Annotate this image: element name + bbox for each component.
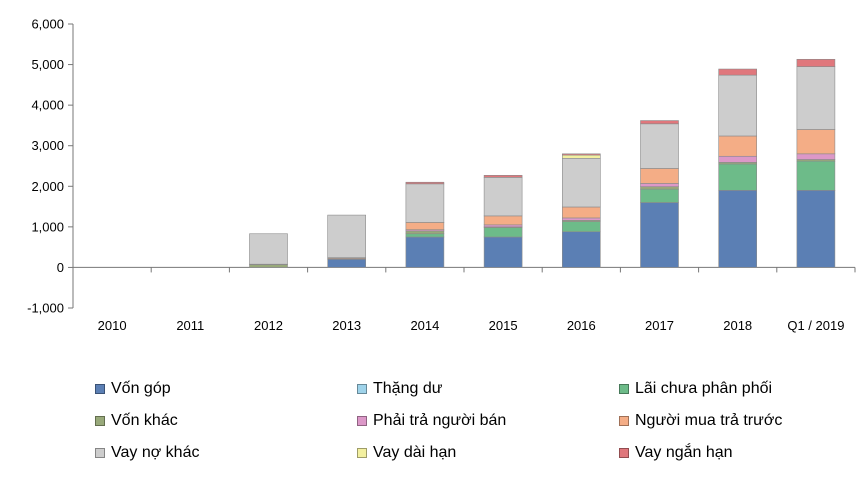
bar-segment (249, 264, 288, 268)
bar-segment (796, 58, 836, 67)
bar-segment (718, 68, 758, 76)
bar-segment (405, 236, 445, 268)
legend: Vốn góp Thặng dư Lãi chưa phân phối Vốn khá… (95, 380, 835, 462)
bar-segment (483, 224, 523, 228)
bar-segment (796, 153, 836, 160)
y-tick-label: 5,000 (31, 57, 64, 72)
bar-segment (483, 227, 523, 238)
x-tick-label: 2018 (723, 318, 752, 333)
y-tick-label: 1,000 (31, 219, 64, 234)
y-tick-label: 3,000 (31, 138, 64, 153)
bar-segment (718, 155, 758, 163)
x-tick-label: 2016 (567, 318, 596, 333)
bar-segment (561, 157, 601, 208)
bar-segment (561, 206, 601, 219)
bar-segment (640, 168, 679, 184)
legend-swatch (357, 384, 367, 394)
legend-swatch (95, 384, 105, 394)
legend-item: Vay nợ khác (95, 444, 357, 462)
legend-item: Phải trả người bán (357, 412, 619, 430)
x-tick-label: 2013 (332, 318, 361, 333)
bar-segment (640, 186, 679, 190)
legend-label: Thặng dư (373, 380, 443, 397)
bar-segment (561, 154, 601, 159)
bar-segment (640, 123, 679, 169)
legend-label: Lãi chưa phân phối (635, 380, 773, 397)
bars (249, 58, 836, 268)
bar-segment (327, 214, 367, 258)
y-tick-label: 4,000 (31, 98, 64, 113)
bar-segment (796, 160, 836, 191)
x-tick-label: 2017 (645, 318, 674, 333)
y-tick-label: 6,000 (31, 17, 64, 32)
bar-segment (483, 236, 523, 268)
bar-segment (640, 188, 679, 203)
legend-label: Vay dài hạn (373, 444, 457, 461)
bar-segment (718, 190, 758, 268)
bar-segment (796, 190, 836, 268)
x-axis: 2010 2011 2012 2013 2014 2015 2016 2017 2018 Q1 /… (73, 266, 856, 333)
bar-segment (640, 202, 679, 268)
bar-segment (640, 120, 679, 125)
bar-segment (327, 259, 367, 268)
legend-label: Vay nợ khác (111, 444, 200, 461)
x-tick-label: 2012 (254, 318, 283, 333)
legend-swatch (619, 448, 629, 458)
bar-segment (561, 153, 601, 156)
legend-label: Vốn khác (111, 412, 178, 429)
x-tick-label: Q1 / 2019 (787, 318, 844, 333)
bar-segment (483, 215, 523, 226)
legend-swatch (619, 416, 629, 426)
bar-segment (405, 230, 445, 235)
bar-segment (561, 217, 601, 221)
bar-segment (561, 231, 601, 268)
bar-segment (405, 222, 445, 230)
bar-segment (796, 129, 836, 155)
legend-label: Người mua trả trước (635, 412, 783, 429)
legend-item: Vay dài hạn (357, 444, 619, 462)
bar-segment (483, 175, 523, 178)
legend-label: Vay ngắn hạn (635, 444, 733, 461)
x-tick-label: 2010 (98, 318, 127, 333)
bar-segment (718, 163, 758, 191)
y-tick-label: -1,000 (27, 301, 64, 316)
y-axis: 6,000 5,000 4,000 3,000 2,000 1,000 0 -1,000 (27, 17, 74, 316)
x-tick-label: 2015 (489, 318, 518, 333)
y-tick-label: 2,000 (31, 179, 64, 194)
legend-swatch (357, 416, 367, 426)
x-tick-label: 2014 (410, 318, 439, 333)
legend-item: Vay ngắn hạn (619, 444, 835, 462)
bar-segment (405, 183, 445, 223)
bar-segment (796, 66, 836, 130)
bar-segment (405, 233, 445, 238)
legend-swatch (95, 416, 105, 426)
legend-label: Vốn góp (111, 380, 171, 397)
bar-segment (483, 177, 523, 217)
legend-item: Thặng dư (357, 380, 619, 398)
y-tick-label: 0 (57, 260, 64, 275)
legend-swatch (357, 448, 367, 458)
bar-segment (249, 233, 288, 265)
legend-label: Phải trả người bán (373, 412, 507, 429)
legend-swatch (95, 448, 105, 458)
bar-segment (405, 181, 445, 185)
bar-segment (561, 221, 601, 233)
bar-segment (718, 135, 758, 157)
legend-swatch (619, 384, 629, 394)
legend-item: Vốn khác (95, 412, 357, 430)
bar-segment (640, 183, 679, 187)
legend-item: Vốn góp (95, 380, 357, 398)
stacked-bar-chart: 6,000 5,000 4,000 3,000 2,000 1,000 0 -1,000 20… (27, 17, 856, 333)
legend-item: Người mua trả trước (619, 412, 835, 430)
x-tick-label: 2011 (176, 318, 204, 333)
bar-segment (718, 74, 758, 137)
legend-item: Lãi chưa phân phối (619, 380, 835, 398)
